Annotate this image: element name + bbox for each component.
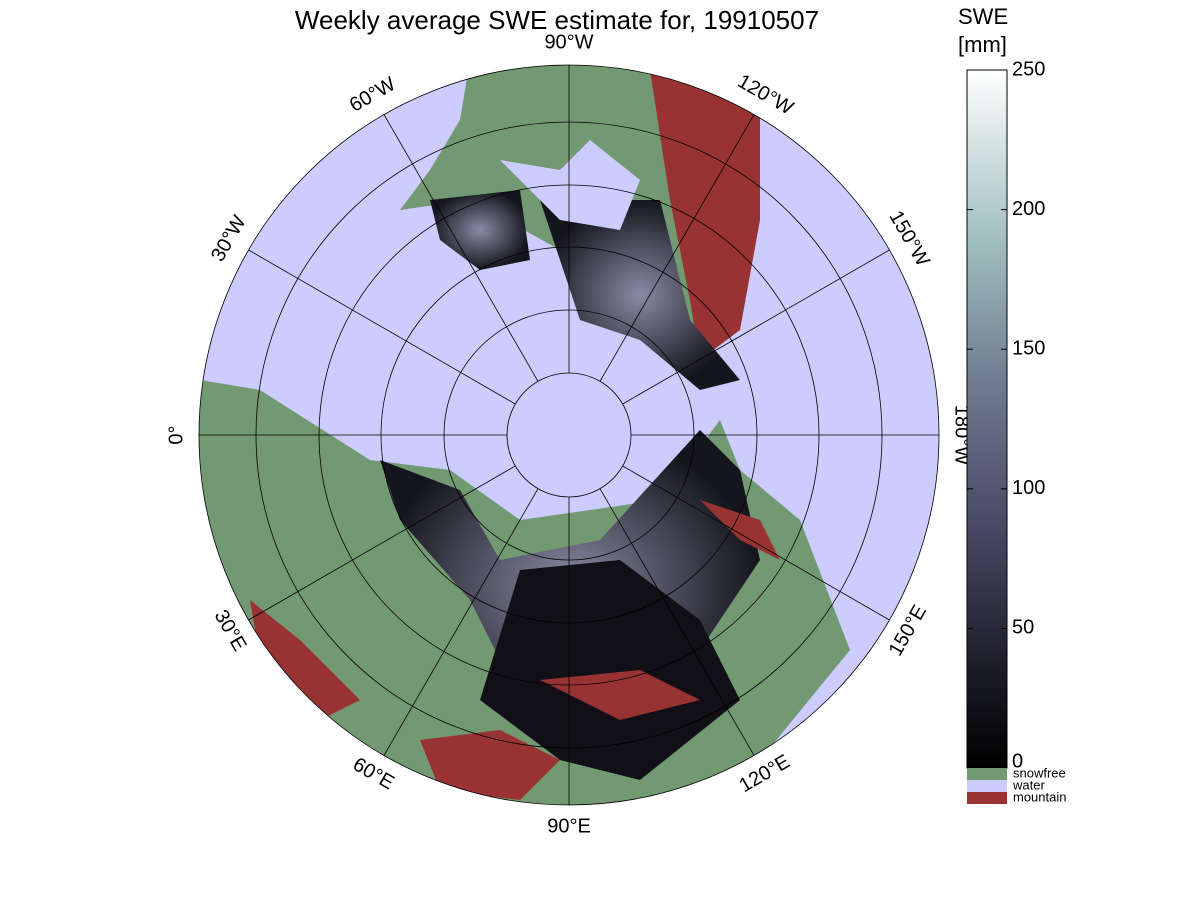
meridian: [599, 114, 755, 382]
legend-swatch: [967, 780, 1007, 792]
colorbar-title: SWE: [958, 4, 1008, 29]
snow-siberia: [480, 560, 740, 780]
legend-label: mountain: [1013, 789, 1066, 804]
legend-swatch: [967, 768, 1007, 780]
colorbar-title: [mm]: [958, 32, 1007, 57]
meridian: [599, 488, 755, 756]
colorbar: [966, 69, 1008, 769]
meridian: [622, 465, 890, 621]
snow-canada: [540, 200, 740, 390]
longitude-label: 60°E: [349, 753, 398, 794]
legend-label: snowfree: [1013, 765, 1066, 780]
longitude-label: 0°: [165, 425, 187, 444]
longitude-label: 90°W: [544, 31, 593, 53]
colorbar-tick-label: 50: [1012, 617, 1034, 639]
legend-swatch: [967, 792, 1007, 804]
meridian: [248, 465, 516, 621]
colorbar-axis: SWE [mm] 0 50 100 150 200 250: [958, 4, 1045, 772]
colorbar-tick-label: 150: [1012, 337, 1045, 359]
colorbar-tick-label: 100: [1012, 477, 1045, 499]
meridian: [383, 488, 539, 756]
longitude-label: 90°E: [547, 815, 591, 837]
title: Weekly average SWE estimate for, 1991050…: [295, 5, 819, 35]
meridian: [248, 249, 516, 405]
rockies: [650, 70, 760, 360]
map: [199, 65, 939, 805]
colorbar-tick-label: 250: [1012, 58, 1045, 80]
meridian: [383, 114, 539, 382]
graticule: [198, 64, 940, 806]
legend-label: water: [1012, 777, 1045, 792]
longitude-label: 30°E: [210, 606, 251, 655]
colorbar-tick-label: 0: [1012, 750, 1023, 772]
meridian: [622, 249, 890, 405]
mountains: [250, 500, 780, 800]
snow-labrador: [430, 190, 530, 270]
pole-hole: [507, 373, 631, 497]
colorbar-tick-label: 200: [1012, 198, 1045, 220]
